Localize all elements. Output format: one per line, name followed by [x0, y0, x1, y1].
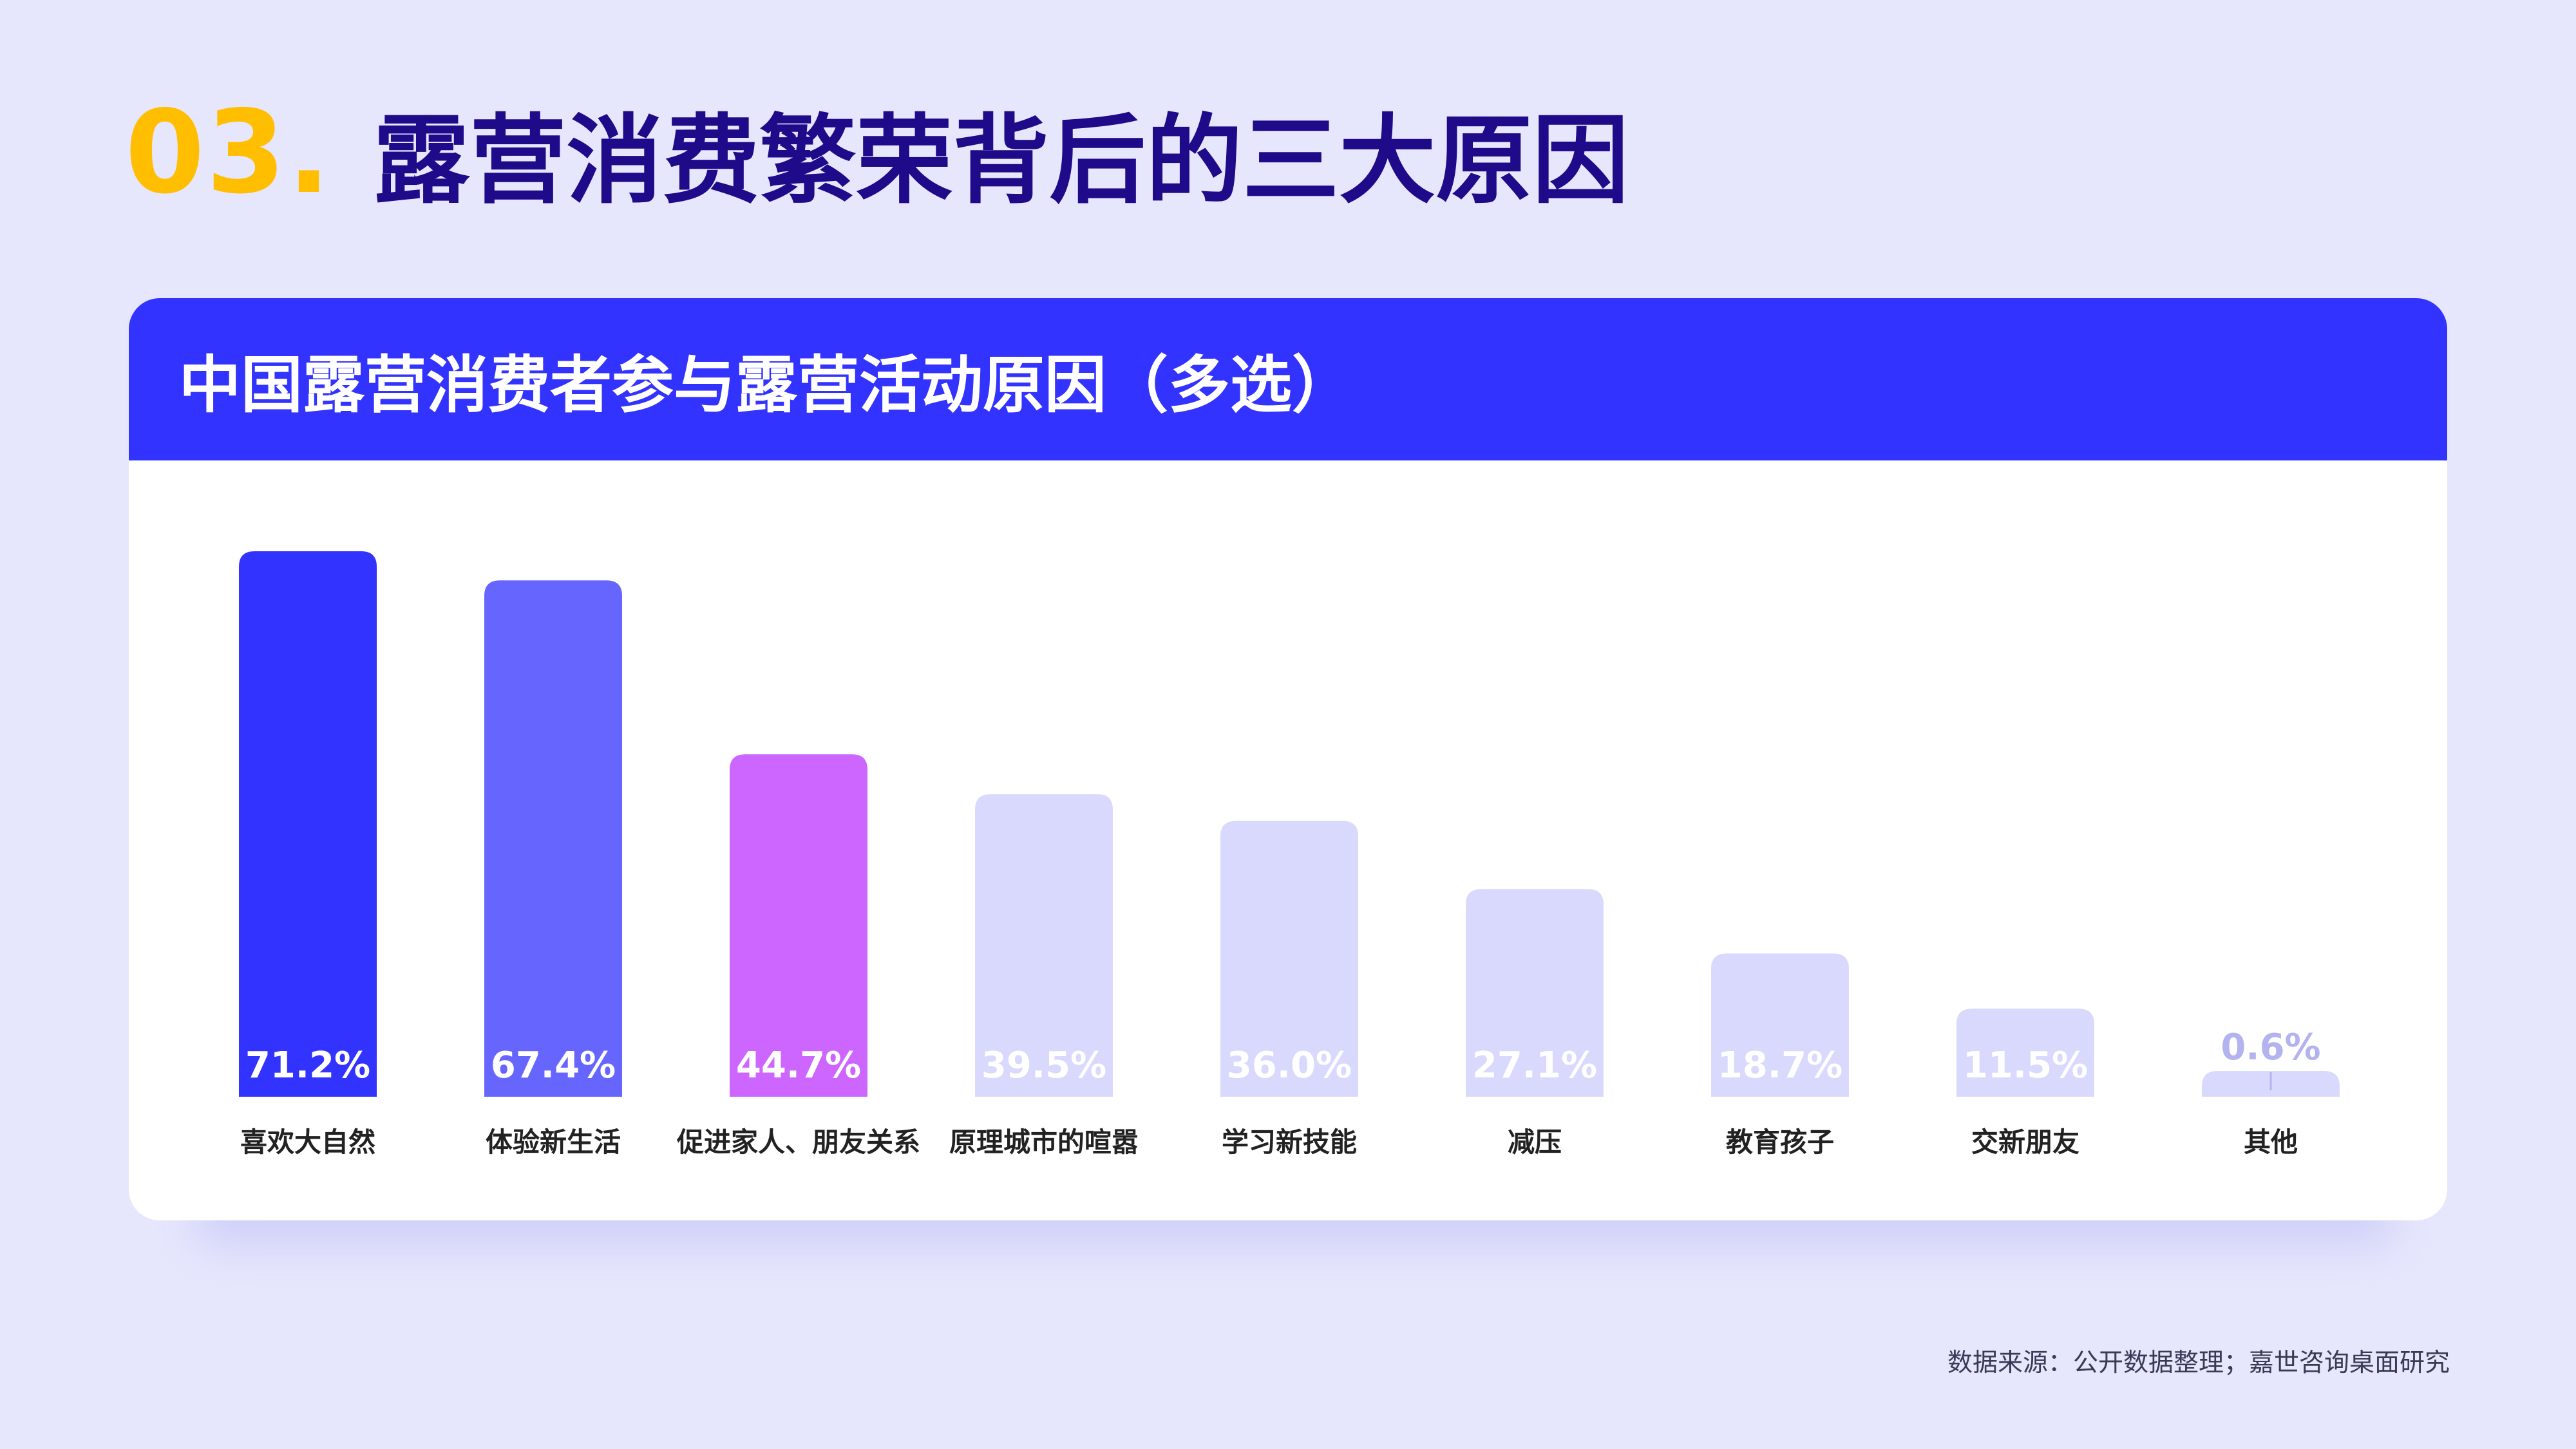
category-label: 促进家人、朋友关系	[676, 1126, 920, 1158]
category-label: 喜欢大自然	[240, 1126, 375, 1158]
bar-value-label: 36.0%	[1227, 1045, 1352, 1086]
chart-card: 中国露营消费者参与露营活动原因（多选） 71.2% 喜欢大自然 67.4% 体验新生活…	[129, 298, 2447, 1220]
category-label: 其他	[2244, 1126, 2298, 1158]
section-number: 03.	[125, 86, 332, 219]
bar-value-label: 18.7%	[1718, 1045, 1842, 1086]
category-label: 教育孩子	[1726, 1126, 1834, 1158]
chart-header: 中国露营消费者参与露营活动原因（多选）	[129, 298, 2447, 460]
bar-value-label: 39.5%	[981, 1045, 1106, 1086]
category-label: 减压	[1508, 1126, 1562, 1158]
bar-value-label: 27.1%	[1472, 1045, 1597, 1086]
bar-value-label: 67.4%	[491, 1045, 616, 1086]
page-title: 露营消费繁荣背后的三大原因	[373, 105, 1629, 217]
bar	[1956, 1009, 2094, 1097]
bar	[730, 754, 867, 1097]
category-label: 学习新技能	[1222, 1126, 1357, 1158]
page-heading: 03. 露营消费繁荣背后的三大原因	[125, 82, 1629, 222]
bar	[975, 794, 1113, 1097]
category-label: 交新朋友	[1971, 1126, 2079, 1158]
category-label: 体验新生活	[486, 1126, 621, 1158]
bar	[239, 551, 377, 1097]
category-label: 原理城市的喧嚣	[949, 1126, 1139, 1158]
bar-value-label: 44.7%	[736, 1045, 861, 1086]
bar	[484, 580, 622, 1097]
bar-value-label: 71.2%	[245, 1045, 370, 1086]
data-source-note: 数据来源：公开数据整理；嘉世咨询桌面研究	[1947, 1349, 2450, 1378]
bar-value-label: 11.5%	[1963, 1045, 2088, 1086]
chart-title: 中国露营消费者参与露营活动原因（多选）	[179, 348, 1354, 421]
bar	[1220, 820, 1358, 1097]
bar	[1711, 953, 1849, 1097]
bar-chart: 71.2% 喜欢大自然 67.4% 体验新生活 44.7% 促进家人、朋友关系 39.5% 原…	[239, 551, 2340, 1158]
bar-value-label: 0.6%	[2221, 1027, 2320, 1068]
bar	[1466, 889, 1604, 1097]
